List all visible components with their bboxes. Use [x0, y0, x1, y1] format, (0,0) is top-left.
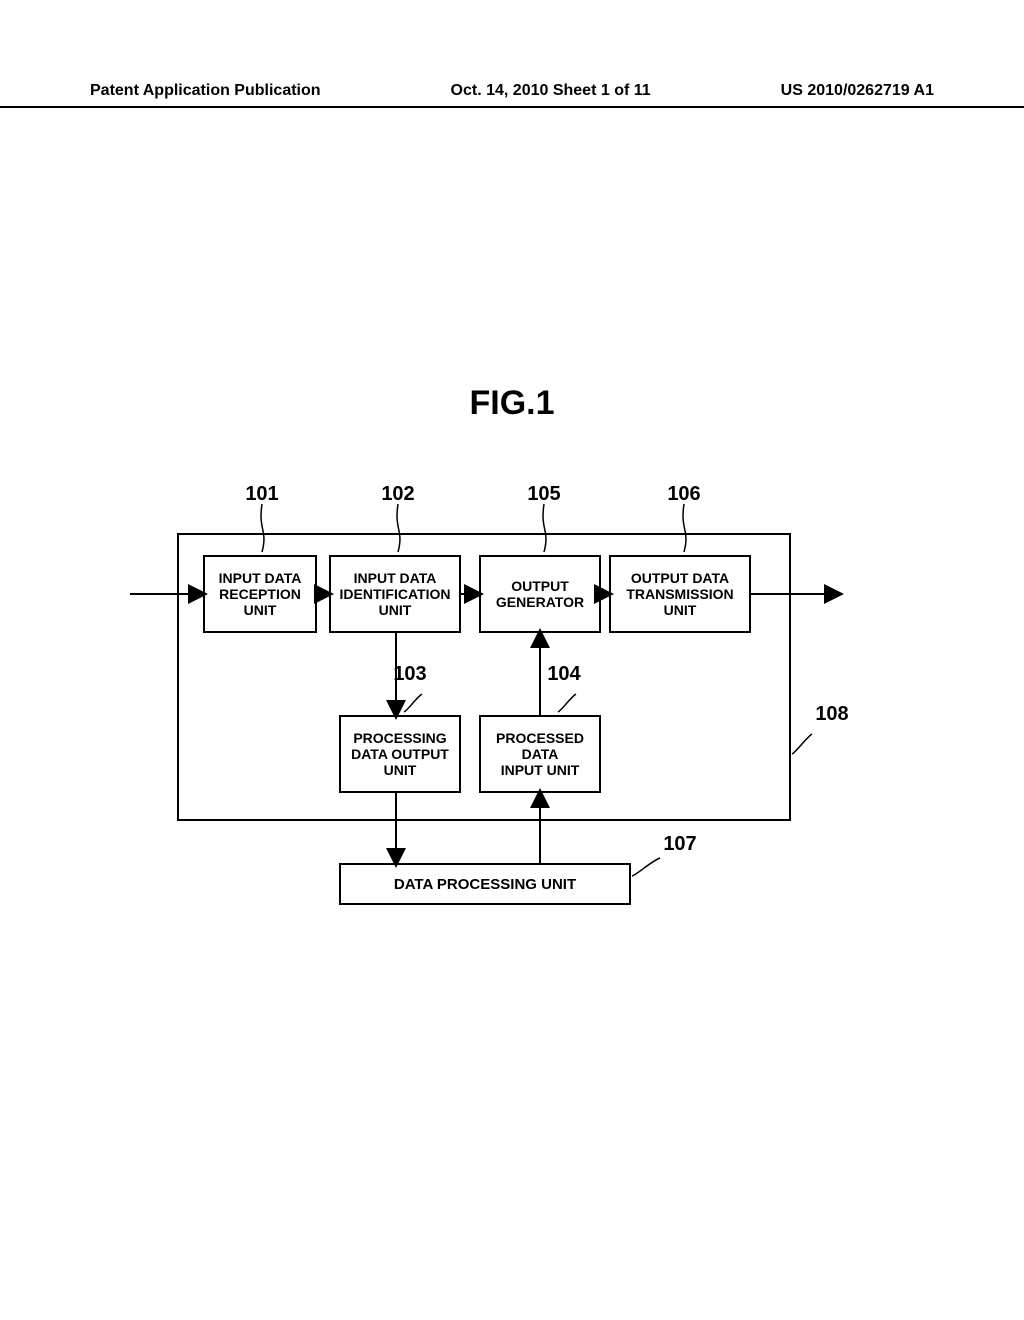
ref-101: 101 [245, 483, 278, 505]
ref-105: 105 [527, 483, 560, 505]
ref-107: 107 [663, 833, 696, 855]
figure-diagram: INPUT DATARECEPTIONUNITINPUT DATAIDENTIF… [0, 0, 1024, 1320]
block-104-label-line-1: DATA [522, 746, 559, 762]
block-106-label-line-1: TRANSMISSION [626, 586, 733, 602]
ref-106: 106 [667, 483, 700, 505]
ref-102: 102 [381, 483, 414, 505]
ref-lead-102 [397, 504, 400, 552]
block-104-label-line-0: PROCESSED [496, 730, 584, 746]
ref-lead-108 [792, 734, 812, 754]
block-105-label-line-0: OUTPUT [511, 578, 569, 594]
block-107-label-line-0: DATA PROCESSING UNIT [394, 876, 576, 893]
block-101-label-line-0: INPUT DATA [219, 570, 302, 586]
ref-lead-101 [261, 504, 264, 552]
block-104-label-line-2: INPUT UNIT [501, 762, 580, 778]
block-101-label-line-2: UNIT [244, 602, 277, 618]
ref-104: 104 [547, 663, 581, 685]
ref-lead-103 [404, 694, 422, 712]
block-103-label-line-0: PROCESSING [353, 730, 446, 746]
block-101-label-line-1: RECEPTION [219, 586, 301, 602]
block-106-label-line-0: OUTPUT DATA [631, 570, 729, 586]
ref-103: 103 [393, 663, 426, 685]
block-102-label-line-0: INPUT DATA [354, 570, 437, 586]
ref-108: 108 [815, 703, 848, 725]
block-106-label-line-2: UNIT [664, 602, 697, 618]
page: Patent Application Publication Oct. 14, … [0, 0, 1024, 1320]
block-102-label-line-2: UNIT [379, 602, 412, 618]
ref-lead-104 [558, 694, 576, 712]
ref-lead-107 [632, 858, 660, 876]
ref-lead-105 [543, 504, 546, 552]
block-102-label-line-1: IDENTIFICATION [340, 586, 451, 602]
ref-lead-106 [683, 504, 686, 552]
block-105-label-line-1: GENERATOR [496, 594, 584, 610]
block-103-label-line-2: UNIT [384, 762, 417, 778]
block-103-label-line-1: DATA OUTPUT [351, 746, 449, 762]
